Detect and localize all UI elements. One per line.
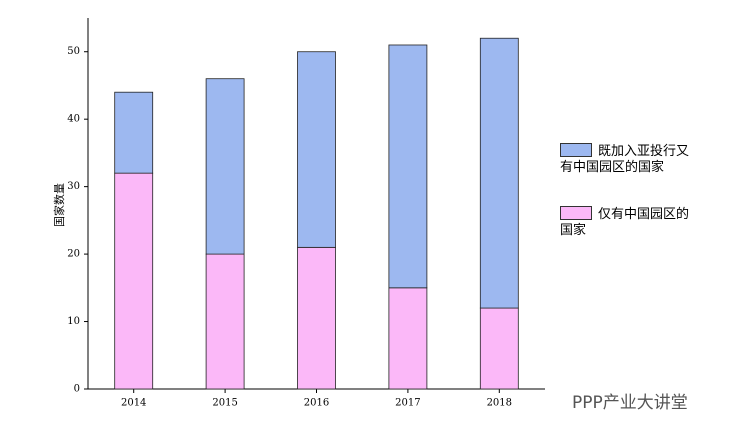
y-tick-label: 50	[67, 46, 80, 57]
x-tick-label: 2014	[121, 398, 146, 409]
x-tick-label: 2017	[395, 398, 420, 409]
watermark: PPP产业大讲堂	[572, 393, 688, 413]
bar-segment	[479, 37, 519, 309]
bar-segment	[114, 91, 154, 174]
x-tick-label: 2018	[487, 398, 512, 409]
legend-label: 仅有中国园区的国家	[560, 207, 690, 238]
legend-label: 既加入亚投行又有中国园区的国家	[560, 144, 690, 175]
legend-swatch	[560, 143, 592, 157]
bar-segment	[388, 287, 428, 390]
y-tick-label: 30	[67, 181, 80, 192]
bar-segment	[479, 307, 519, 390]
x-tick-label: 2016	[304, 398, 329, 409]
legend-entry: 仅有中国园区的国家	[560, 206, 700, 239]
legend-entry: 既加入亚投行又有中国园区的国家	[560, 143, 700, 176]
y-tick-label: 40	[67, 114, 80, 125]
bar-segment	[114, 172, 154, 390]
bar-segment	[297, 246, 336, 390]
y-tick-label: 20	[67, 249, 80, 260]
bar-segment	[205, 253, 245, 390]
legend-swatch	[560, 206, 592, 220]
bar-segment	[205, 78, 245, 255]
x-tick-label: 2015	[212, 398, 237, 409]
bar-segment	[388, 44, 428, 289]
y-axis-label: 国家数量	[52, 183, 66, 227]
y-tick-label: 0	[74, 384, 80, 395]
bar-segment	[297, 51, 336, 248]
y-tick-label: 10	[67, 316, 80, 327]
